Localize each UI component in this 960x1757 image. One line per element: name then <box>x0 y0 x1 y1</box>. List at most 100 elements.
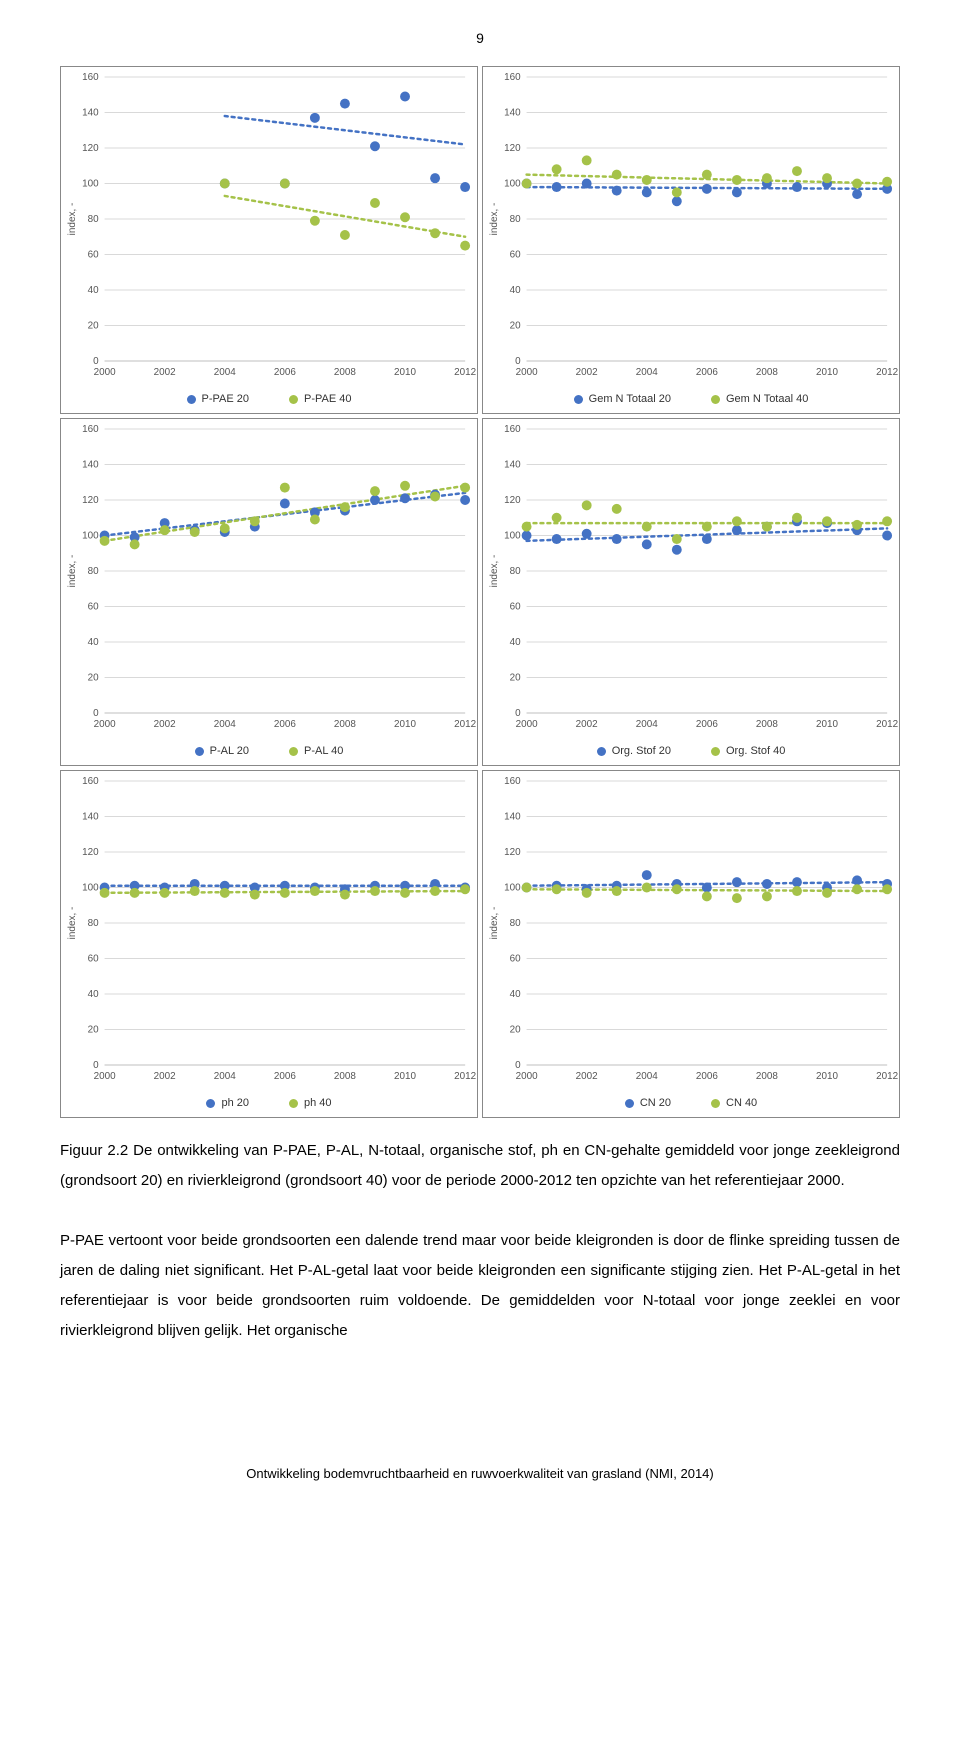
svg-text:2002: 2002 <box>154 1071 176 1082</box>
svg-text:160: 160 <box>504 72 521 83</box>
svg-text:2000: 2000 <box>516 367 538 378</box>
legend-label: Gem N Totaal 20 <box>589 393 671 405</box>
svg-text:140: 140 <box>504 107 521 118</box>
svg-text:80: 80 <box>88 566 99 577</box>
legend-item: Gem N Totaal 20 <box>574 393 671 405</box>
svg-text:40: 40 <box>88 285 99 296</box>
legend-dot-icon <box>289 747 298 756</box>
svg-text:2006: 2006 <box>696 367 718 378</box>
legend-item: Org. Stof 20 <box>597 745 671 757</box>
svg-text:60: 60 <box>88 953 99 964</box>
svg-text:140: 140 <box>82 811 99 822</box>
paragraph-text: P-PAE vertoont voor beide grondsoorten e… <box>60 1226 900 1346</box>
svg-text:100: 100 <box>82 530 99 541</box>
legend-label: Gem N Totaal 40 <box>726 393 808 405</box>
svg-text:20: 20 <box>510 320 521 331</box>
svg-text:60: 60 <box>88 249 99 260</box>
legend-label: P-AL 40 <box>304 745 343 757</box>
svg-text:2010: 2010 <box>816 367 838 378</box>
svg-text:100: 100 <box>82 882 99 893</box>
svg-text:2012: 2012 <box>454 719 476 730</box>
svg-text:2004: 2004 <box>636 1071 658 1082</box>
chart-legend: Gem N Totaal 20 Gem N Totaal 40 <box>483 387 899 413</box>
svg-text:40: 40 <box>510 989 521 1000</box>
chart-panel-pal: 0204060801001201401602000200220042006200… <box>60 418 478 766</box>
svg-text:2002: 2002 <box>576 719 598 730</box>
svg-text:20: 20 <box>88 1024 99 1035</box>
legend-label: ph 40 <box>304 1097 332 1109</box>
svg-text:80: 80 <box>510 214 521 225</box>
legend-label: P-PAE 40 <box>304 393 352 405</box>
svg-text:120: 120 <box>82 847 99 858</box>
svg-text:40: 40 <box>510 637 521 648</box>
chart-legend: ph 20ph 40 <box>61 1091 477 1117</box>
svg-text:60: 60 <box>88 601 99 612</box>
svg-text:index, -: index, - <box>67 203 78 236</box>
svg-text:140: 140 <box>82 459 99 470</box>
svg-text:2012: 2012 <box>454 367 476 378</box>
legend-label: Org. Stof 40 <box>726 745 785 757</box>
svg-text:40: 40 <box>88 637 99 648</box>
chart-plot: 0204060801001201401602000200220042006200… <box>61 67 477 387</box>
svg-text:60: 60 <box>510 601 521 612</box>
legend-item: P-AL 20 <box>195 745 249 757</box>
svg-text:2006: 2006 <box>274 367 296 378</box>
svg-text:2008: 2008 <box>756 367 778 378</box>
chart-plot: 0204060801001201401602000200220042006200… <box>61 771 477 1091</box>
legend-item: Gem N Totaal 40 <box>711 393 808 405</box>
chart-legend: CN 20 CN 40 <box>483 1091 899 1117</box>
legend-dot-icon <box>711 1099 720 1108</box>
svg-text:2006: 2006 <box>274 1071 296 1082</box>
svg-text:60: 60 <box>510 953 521 964</box>
svg-text:80: 80 <box>510 918 521 929</box>
svg-text:0: 0 <box>515 356 521 367</box>
svg-text:100: 100 <box>82 178 99 189</box>
svg-text:2000: 2000 <box>516 1071 538 1082</box>
svg-text:2000: 2000 <box>516 719 538 730</box>
svg-text:40: 40 <box>510 285 521 296</box>
chart-plot: 0204060801001201401602000200220042006200… <box>61 419 477 739</box>
chart-plot: 0204060801001201401602000200220042006200… <box>483 771 899 1091</box>
svg-text:20: 20 <box>88 320 99 331</box>
legend-dot-icon <box>195 747 204 756</box>
svg-text:2004: 2004 <box>214 719 236 730</box>
figure-caption: Figuur 2.2 De ontwikkeling van P-PAE, P-… <box>60 1136 900 1196</box>
svg-text:0: 0 <box>515 708 521 719</box>
svg-text:2010: 2010 <box>394 719 416 730</box>
svg-text:index, -: index, - <box>67 555 78 588</box>
svg-text:140: 140 <box>504 811 521 822</box>
svg-text:20: 20 <box>88 672 99 683</box>
legend-dot-icon <box>625 1099 634 1108</box>
legend-label: P-AL 20 <box>210 745 249 757</box>
footer: Ontwikkeling bodemvruchtbaarheid en ruwv… <box>60 1466 900 1481</box>
chart-plot: 0204060801001201401602000200220042006200… <box>483 67 899 387</box>
svg-text:100: 100 <box>504 178 521 189</box>
svg-text:140: 140 <box>504 459 521 470</box>
legend-dot-icon <box>597 747 606 756</box>
legend-label: CN 20 <box>640 1097 671 1109</box>
svg-text:index, -: index, - <box>489 555 500 588</box>
legend-item: P-PAE 40 <box>289 393 352 405</box>
svg-text:2000: 2000 <box>94 719 116 730</box>
svg-text:160: 160 <box>504 424 521 435</box>
svg-text:index, -: index, - <box>67 907 78 940</box>
legend-label: Org. Stof 20 <box>612 745 671 757</box>
legend-label: CN 40 <box>726 1097 757 1109</box>
svg-text:100: 100 <box>504 882 521 893</box>
legend-item: CN 20 <box>625 1097 671 1109</box>
body-text: Figuur 2.2 De ontwikkeling van P-PAE, P-… <box>60 1136 900 1346</box>
svg-text:0: 0 <box>515 1060 521 1071</box>
chart-panel-ph: 0204060801001201401602000200220042006200… <box>60 770 478 1118</box>
svg-text:2002: 2002 <box>154 367 176 378</box>
svg-text:2008: 2008 <box>756 719 778 730</box>
legend-dot-icon <box>206 1099 215 1108</box>
chart-grid: 0204060801001201401602000200220042006200… <box>60 66 900 1118</box>
svg-text:120: 120 <box>504 143 521 154</box>
svg-text:2002: 2002 <box>576 367 598 378</box>
legend-item: Org. Stof 40 <box>711 745 785 757</box>
svg-text:80: 80 <box>88 918 99 929</box>
svg-text:2010: 2010 <box>816 1071 838 1082</box>
legend-dot-icon <box>711 395 720 404</box>
svg-text:80: 80 <box>510 566 521 577</box>
svg-text:2008: 2008 <box>334 367 356 378</box>
